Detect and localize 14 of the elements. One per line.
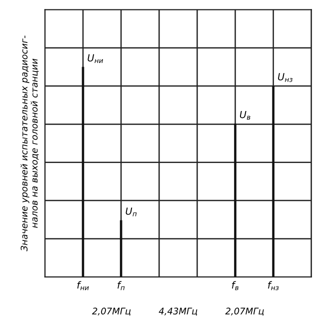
x-tick-label: f$_{ни}$ — [77, 281, 89, 290]
x-tick-label: f$_{п}$ — [118, 281, 125, 290]
annotation: U$_{в}$ — [240, 110, 250, 120]
annotation: U$_{ни}$ — [88, 54, 103, 63]
annotation: U$_{нз}$ — [278, 73, 292, 82]
y-axis-title: Значение уровней испытательных радиосиг- налов на выходе головной станции — [20, 36, 39, 252]
bar — [272, 86, 274, 277]
x-tick-label: f$_{нз}$ — [268, 281, 279, 290]
text: 2,07МГц — [225, 308, 264, 316]
text: 2,07МГц — [92, 308, 131, 316]
text: 4,43МГц — [158, 308, 198, 316]
x-tick-label: f$_{в}$ — [232, 281, 238, 290]
annotation: U$_{п}$ — [126, 208, 137, 216]
bar — [234, 124, 236, 277]
